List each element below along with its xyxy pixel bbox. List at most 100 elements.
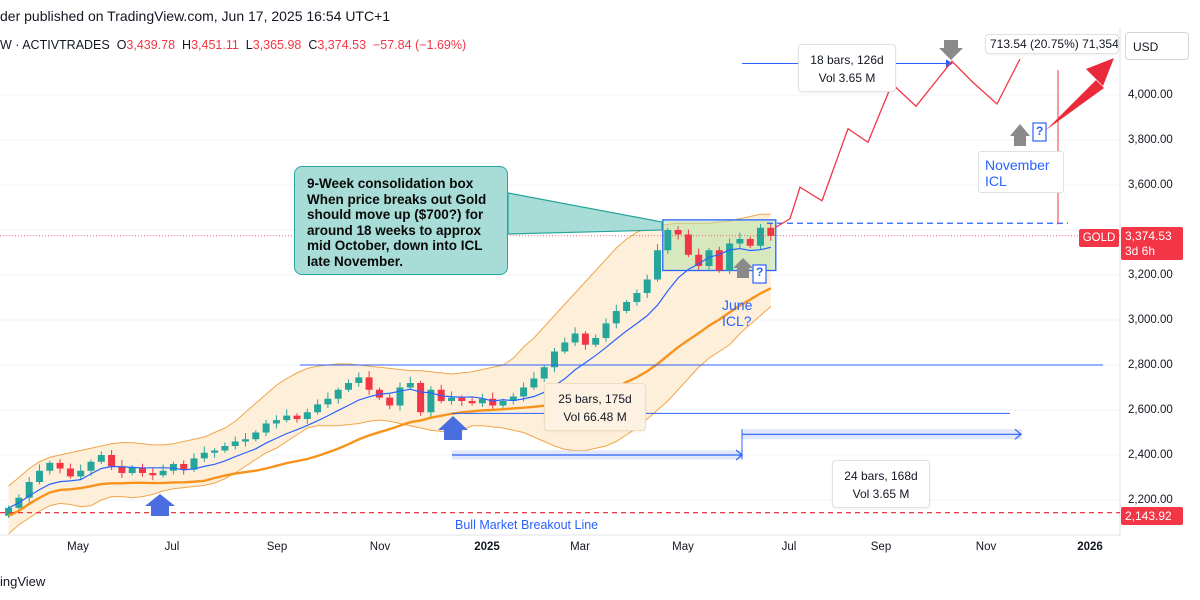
x-tick: May bbox=[672, 541, 694, 553]
low-value: 3,365.98 bbox=[252, 38, 302, 52]
candle-down bbox=[468, 401, 476, 404]
candle-down bbox=[417, 383, 425, 413]
band-fill bbox=[8, 214, 771, 534]
candle-down bbox=[674, 230, 682, 235]
candle-up bbox=[654, 250, 661, 280]
arrow-up-icon bbox=[1010, 124, 1030, 146]
candle-up bbox=[283, 415, 291, 421]
candle-up bbox=[303, 412, 311, 419]
candle-up bbox=[345, 383, 352, 390]
measure-callout-3[interactable]: 24 bars, 168d Vol 3.65 M bbox=[832, 460, 930, 508]
candle-down bbox=[180, 464, 188, 470]
currency-button[interactable]: USD bbox=[1125, 32, 1189, 60]
y-tick: 2,200.00 bbox=[1128, 494, 1173, 506]
callout-2-line1: 25 bars, 175d bbox=[558, 392, 632, 406]
candle-up bbox=[448, 397, 455, 401]
candle-up bbox=[5, 507, 13, 516]
close-value: 3,374.53 bbox=[317, 38, 367, 52]
symbol-label[interactable]: W · ACTIVTRADES bbox=[0, 38, 110, 52]
candle-up bbox=[252, 432, 260, 440]
x-tick: Sep bbox=[266, 541, 288, 553]
candle-up bbox=[530, 378, 538, 388]
last-price-tag: 3,374.53 3d 6h bbox=[1121, 227, 1183, 260]
candle-up bbox=[757, 227, 764, 246]
candle-up bbox=[540, 367, 548, 379]
question-box bbox=[752, 264, 767, 284]
candle-down bbox=[684, 234, 692, 255]
x-tick: Mar bbox=[570, 541, 590, 553]
candle-up bbox=[324, 398, 332, 405]
y-tick: 3,000.00 bbox=[1128, 314, 1173, 326]
candle-up bbox=[509, 396, 517, 401]
arrow-up-icon bbox=[733, 258, 753, 278]
question-box bbox=[1032, 122, 1047, 142]
question-mark-nov: ? bbox=[1036, 124, 1044, 138]
candle-up bbox=[623, 302, 631, 311]
note-pointer bbox=[507, 192, 663, 235]
y-tick: 4,000.00 bbox=[1128, 89, 1173, 101]
candle-up bbox=[396, 387, 404, 406]
low-label: L bbox=[245, 38, 253, 52]
chevron-right-icon bbox=[735, 449, 743, 461]
candle-up bbox=[705, 250, 713, 266]
candle-down bbox=[56, 462, 64, 469]
measure-callout-1[interactable]: 18 bars, 126d Vol 3.65 M bbox=[798, 44, 896, 92]
y-tick: 3,600.00 bbox=[1128, 179, 1173, 191]
november-icl-box[interactable] bbox=[978, 151, 1064, 193]
candle-down bbox=[66, 468, 74, 477]
y-tick: 2,400.00 bbox=[1128, 449, 1173, 461]
candle-up bbox=[272, 420, 280, 424]
y-tick: 2,600.00 bbox=[1128, 404, 1173, 416]
candle-down bbox=[365, 377, 373, 390]
candle-down bbox=[581, 333, 589, 345]
candle-up bbox=[643, 279, 651, 293]
candle-up bbox=[561, 342, 569, 352]
candle-up bbox=[128, 467, 136, 473]
candle-down bbox=[746, 239, 754, 246]
tradingview-footer: ingView bbox=[0, 574, 46, 589]
candle-up bbox=[87, 461, 95, 471]
candle-up bbox=[97, 455, 105, 462]
candle-up bbox=[77, 470, 85, 477]
candle-up bbox=[159, 470, 167, 476]
candle-up bbox=[242, 439, 249, 442]
candle-up bbox=[612, 311, 620, 324]
arrow-up-icon bbox=[438, 416, 468, 440]
callout-3-line2: Vol 3.65 M bbox=[852, 487, 910, 501]
candle-up bbox=[427, 389, 435, 413]
candle-up bbox=[314, 404, 322, 413]
breakout-price-tag: 2,143.92 bbox=[1121, 507, 1183, 525]
x-tick: Jul bbox=[164, 541, 180, 553]
price-measure-label[interactable]: 713.54 (20.75%) 71,354 bbox=[985, 34, 1119, 54]
candle-down bbox=[715, 250, 723, 271]
measure-callout-2[interactable]: 25 bars, 175d Vol 66.48 M bbox=[544, 383, 646, 431]
candle-down bbox=[149, 473, 157, 476]
projection bbox=[774, 58, 1021, 229]
june-icl-label: June ICL? bbox=[722, 297, 753, 329]
candle-up bbox=[211, 450, 219, 453]
ohlc-legend: W · ACTIVTRADES O3,439.78 H3,451.11 L3,3… bbox=[0, 38, 466, 52]
fast-moving-average bbox=[8, 246, 771, 509]
candle-up bbox=[262, 423, 270, 433]
callout-3-line1: 24 bars, 168d bbox=[844, 469, 918, 483]
close-label: C bbox=[308, 38, 318, 52]
consolidation-note[interactable]: 9-Week consolidation box When price brea… bbox=[294, 166, 508, 275]
candle-up bbox=[592, 338, 600, 345]
moving-averages bbox=[8, 246, 772, 517]
candle-down bbox=[386, 397, 394, 406]
candle-up bbox=[664, 230, 672, 251]
candle-up bbox=[231, 441, 239, 446]
november-icl-label-1: November bbox=[985, 157, 1050, 173]
candle-up bbox=[25, 482, 33, 498]
candle-up bbox=[633, 293, 641, 302]
symbol-tag: GOLD bbox=[1079, 229, 1119, 247]
candle-up bbox=[200, 452, 208, 459]
change-value: −57.84 (−1.69%) bbox=[373, 38, 467, 52]
red-arrow-shaft bbox=[1046, 80, 1104, 130]
candle-down bbox=[695, 254, 703, 266]
published-header: der published on TradingView.com, Jun 17… bbox=[0, 8, 391, 24]
candle-down bbox=[118, 466, 126, 473]
candle-up bbox=[221, 446, 229, 451]
callout-1-line1: 18 bars, 126d bbox=[810, 53, 884, 67]
